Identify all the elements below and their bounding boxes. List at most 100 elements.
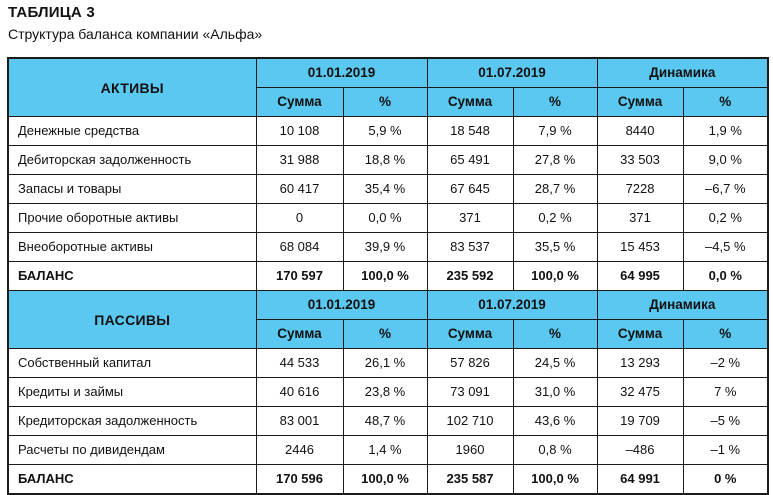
liabilities-section: ПАССИВЫ 01.01.2019 01.07.2019 Динамика С…: [7, 290, 769, 495]
dynamics-pct-cell: –2 %: [682, 348, 769, 378]
table-row: Дебиторская задолженность 31 988 18,8 % 65 …: [7, 145, 769, 175]
table-subtitle: Структура баланса компании «Альфа»: [8, 26, 263, 42]
sum-2019-07-cell: 235 592: [426, 261, 514, 291]
period2-header: 01.07.2019: [426, 57, 598, 88]
dynamics-header: Динамика: [596, 57, 769, 88]
pct-2019-01-cell: 100,0 %: [342, 464, 428, 495]
row-label: Кредиторская задолженность: [7, 406, 257, 436]
table-title: ТАБЛИЦА 3: [8, 4, 95, 21]
sum-2019-01-cell: 170 596: [255, 464, 344, 495]
sum-2019-07-cell: 1960: [426, 435, 514, 465]
sum-2019-07-cell: 102 710: [426, 406, 514, 436]
table-row: Расчеты по дивидендам 2446 1,4 % 1960 0,8 % –…: [7, 435, 769, 465]
table-row: Кредиты и займы 40 616 23,8 % 73 091 31,0 % 3…: [7, 377, 769, 407]
total-label: БАЛАНС: [7, 261, 257, 291]
sum-2019-07-cell: 235 587: [426, 464, 514, 495]
pct-2019-01-cell: 39,9 %: [342, 232, 428, 262]
total-row: БАЛАНС 170 596 100,0 % 235 587 100,0 % 64 991…: [7, 464, 769, 495]
period2-header: 01.07.2019: [426, 290, 598, 320]
sum-2019-01-cell: 0: [255, 203, 344, 233]
sum-header: Сумма: [596, 87, 684, 117]
dynamics-sum-cell: 371: [596, 203, 684, 233]
row-label: Внеоборотные активы: [7, 232, 257, 262]
dynamics-sum-cell: 15 453: [596, 232, 684, 262]
pct-header: %: [512, 319, 598, 349]
sum-2019-07-cell: 57 826: [426, 348, 514, 378]
dynamics-pct-cell: 9,0 %: [682, 145, 769, 175]
dynamics-pct-cell: 0,0 %: [682, 261, 769, 291]
pct-2019-01-cell: 1,4 %: [342, 435, 428, 465]
table-row: Прочие оборотные активы 0 0,0 % 371 0,2 % 371…: [7, 203, 769, 233]
row-label: Запасы и товары: [7, 174, 257, 204]
assets-subheader-row: Сумма % Сумма % Сумма %: [8, 87, 769, 117]
dynamics-sum-cell: –486: [596, 435, 684, 465]
row-label: Кредиты и займы: [7, 377, 257, 407]
pct-2019-07-cell: 0,8 %: [512, 435, 598, 465]
row-label: Дебиторская задолженность: [7, 145, 257, 175]
sum-2019-01-cell: 10 108: [255, 116, 344, 146]
sum-2019-01-cell: 40 616: [255, 377, 344, 407]
table-row: Денежные средства 10 108 5,9 % 18 548 7,9 % 8…: [7, 116, 769, 146]
pct-2019-07-cell: 7,9 %: [512, 116, 598, 146]
dynamics-sum-cell: 13 293: [596, 348, 684, 378]
pct-2019-07-cell: 100,0 %: [512, 261, 598, 291]
dynamics-pct-cell: 0,2 %: [682, 203, 769, 233]
pct-2019-07-cell: 31,0 %: [512, 377, 598, 407]
balance-table: АКТИВЫ 01.01.2019 01.07.2019 Динамика Су…: [7, 57, 770, 495]
sum-2019-07-cell: 73 091: [426, 377, 514, 407]
dynamics-pct-cell: –1 %: [682, 435, 769, 465]
row-label: Денежные средства: [7, 116, 257, 146]
row-label: Расчеты по дивидендам: [7, 435, 257, 465]
sum-2019-01-cell: 31 988: [255, 145, 344, 175]
pct-2019-07-cell: 35,5 %: [512, 232, 598, 262]
sum-2019-01-cell: 60 417: [255, 174, 344, 204]
liabilities-subheader-row: Сумма % Сумма % Сумма %: [8, 319, 769, 349]
pct-header: %: [682, 87, 769, 117]
assets-header-row: АКТИВЫ 01.01.2019 01.07.2019 Динамика: [7, 57, 769, 117]
sum-header: Сумма: [426, 87, 514, 117]
sum-2019-01-cell: 2446: [255, 435, 344, 465]
pct-2019-01-cell: 26,1 %: [342, 348, 428, 378]
sum-2019-01-cell: 170 597: [255, 261, 344, 291]
pct-header: %: [512, 87, 598, 117]
dynamics-sum-cell: 32 475: [596, 377, 684, 407]
pct-2019-01-cell: 35,4 %: [342, 174, 428, 204]
pct-2019-01-cell: 48,7 %: [342, 406, 428, 436]
dynamics-sum-cell: 64 995: [596, 261, 684, 291]
pct-2019-07-cell: 28,7 %: [512, 174, 598, 204]
pct-2019-01-cell: 18,8 %: [342, 145, 428, 175]
sum-2019-01-cell: 44 533: [255, 348, 344, 378]
row-label: Прочие оборотные активы: [7, 203, 257, 233]
dynamics-sum-cell: 33 503: [596, 145, 684, 175]
sum-header: Сумма: [426, 319, 514, 349]
pct-header: %: [682, 319, 769, 349]
row-label: Собственный капитал: [7, 348, 257, 378]
pct-2019-07-cell: 27,8 %: [512, 145, 598, 175]
liabilities-header: ПАССИВЫ: [7, 290, 257, 349]
pct-2019-07-cell: 43,6 %: [512, 406, 598, 436]
pct-2019-01-cell: 5,9 %: [342, 116, 428, 146]
sum-2019-01-cell: 83 001: [255, 406, 344, 436]
dynamics-header: Динамика: [596, 290, 769, 320]
dynamics-pct-cell: –6,7 %: [682, 174, 769, 204]
pct-2019-07-cell: 24,5 %: [512, 348, 598, 378]
pct-header: %: [342, 319, 428, 349]
total-label: БАЛАНС: [7, 464, 257, 495]
sum-2019-07-cell: 67 645: [426, 174, 514, 204]
liabilities-header-row: ПАССИВЫ 01.01.2019 01.07.2019 Динамика: [7, 290, 769, 349]
dynamics-pct-cell: –5 %: [682, 406, 769, 436]
table-row: Запасы и товары 60 417 35,4 % 67 645 28,7 % 7…: [7, 174, 769, 204]
sum-header: Сумма: [255, 319, 344, 349]
dynamics-pct-cell: –4,5 %: [682, 232, 769, 262]
sum-2019-01-cell: 68 084: [255, 232, 344, 262]
sum-2019-07-cell: 65 491: [426, 145, 514, 175]
period1-header: 01.01.2019: [255, 290, 428, 320]
total-row: БАЛАНС 170 597 100,0 % 235 592 100,0 % 64 995…: [7, 261, 769, 291]
period1-header: 01.01.2019: [255, 57, 428, 88]
sum-2019-07-cell: 371: [426, 203, 514, 233]
dynamics-pct-cell: 0 %: [682, 464, 769, 495]
pct-2019-07-cell: 100,0 %: [512, 464, 598, 495]
pct-2019-01-cell: 100,0 %: [342, 261, 428, 291]
assets-header: АКТИВЫ: [7, 57, 257, 117]
